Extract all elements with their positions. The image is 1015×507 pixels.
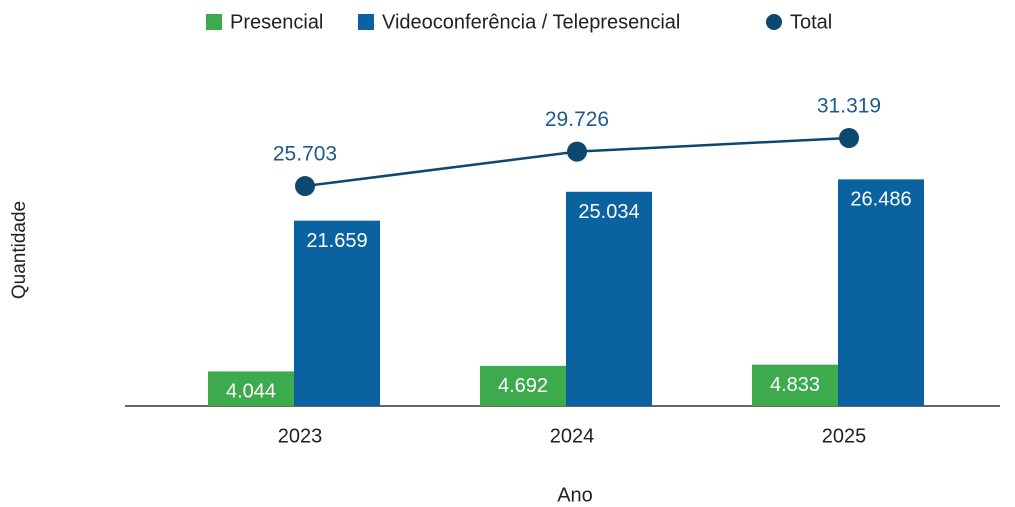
bar-value-label: 26.486 <box>850 189 911 211</box>
line-value-label: 25.703 <box>273 143 337 166</box>
bar <box>480 365 566 406</box>
x-tick-label: 2023 <box>278 425 323 447</box>
y-axis-label: Quantidade <box>9 201 30 299</box>
bar <box>838 179 924 406</box>
legend-label: Presencial <box>230 11 323 33</box>
legend-label: Videoconferência / Telepresencial <box>382 11 680 33</box>
line-marker <box>567 141 587 162</box>
legend-marker <box>206 14 222 30</box>
bar <box>208 371 294 406</box>
legend-marker <box>766 14 782 30</box>
line-value-label: 29.726 <box>545 108 609 131</box>
bar-value-label: 25.034 <box>578 201 639 223</box>
bar <box>566 191 652 406</box>
bar-value-label: 4.692 <box>498 375 548 397</box>
x-tick-label: 2024 <box>550 425 595 447</box>
x-tick-label: 2025 <box>822 425 867 447</box>
x-axis-label: Ano <box>557 484 593 506</box>
line-value-label: 31.319 <box>817 95 881 118</box>
bar-value-label: 4.833 <box>770 374 820 396</box>
bar <box>752 364 838 406</box>
legend-marker <box>358 14 374 30</box>
bar-value-label: 4.044 <box>226 381 276 403</box>
line-marker <box>295 176 315 197</box>
line-marker <box>839 128 859 148</box>
legend-label: Total <box>790 11 832 33</box>
bar <box>294 220 380 406</box>
bar-value-label: 21.659 <box>306 230 367 252</box>
